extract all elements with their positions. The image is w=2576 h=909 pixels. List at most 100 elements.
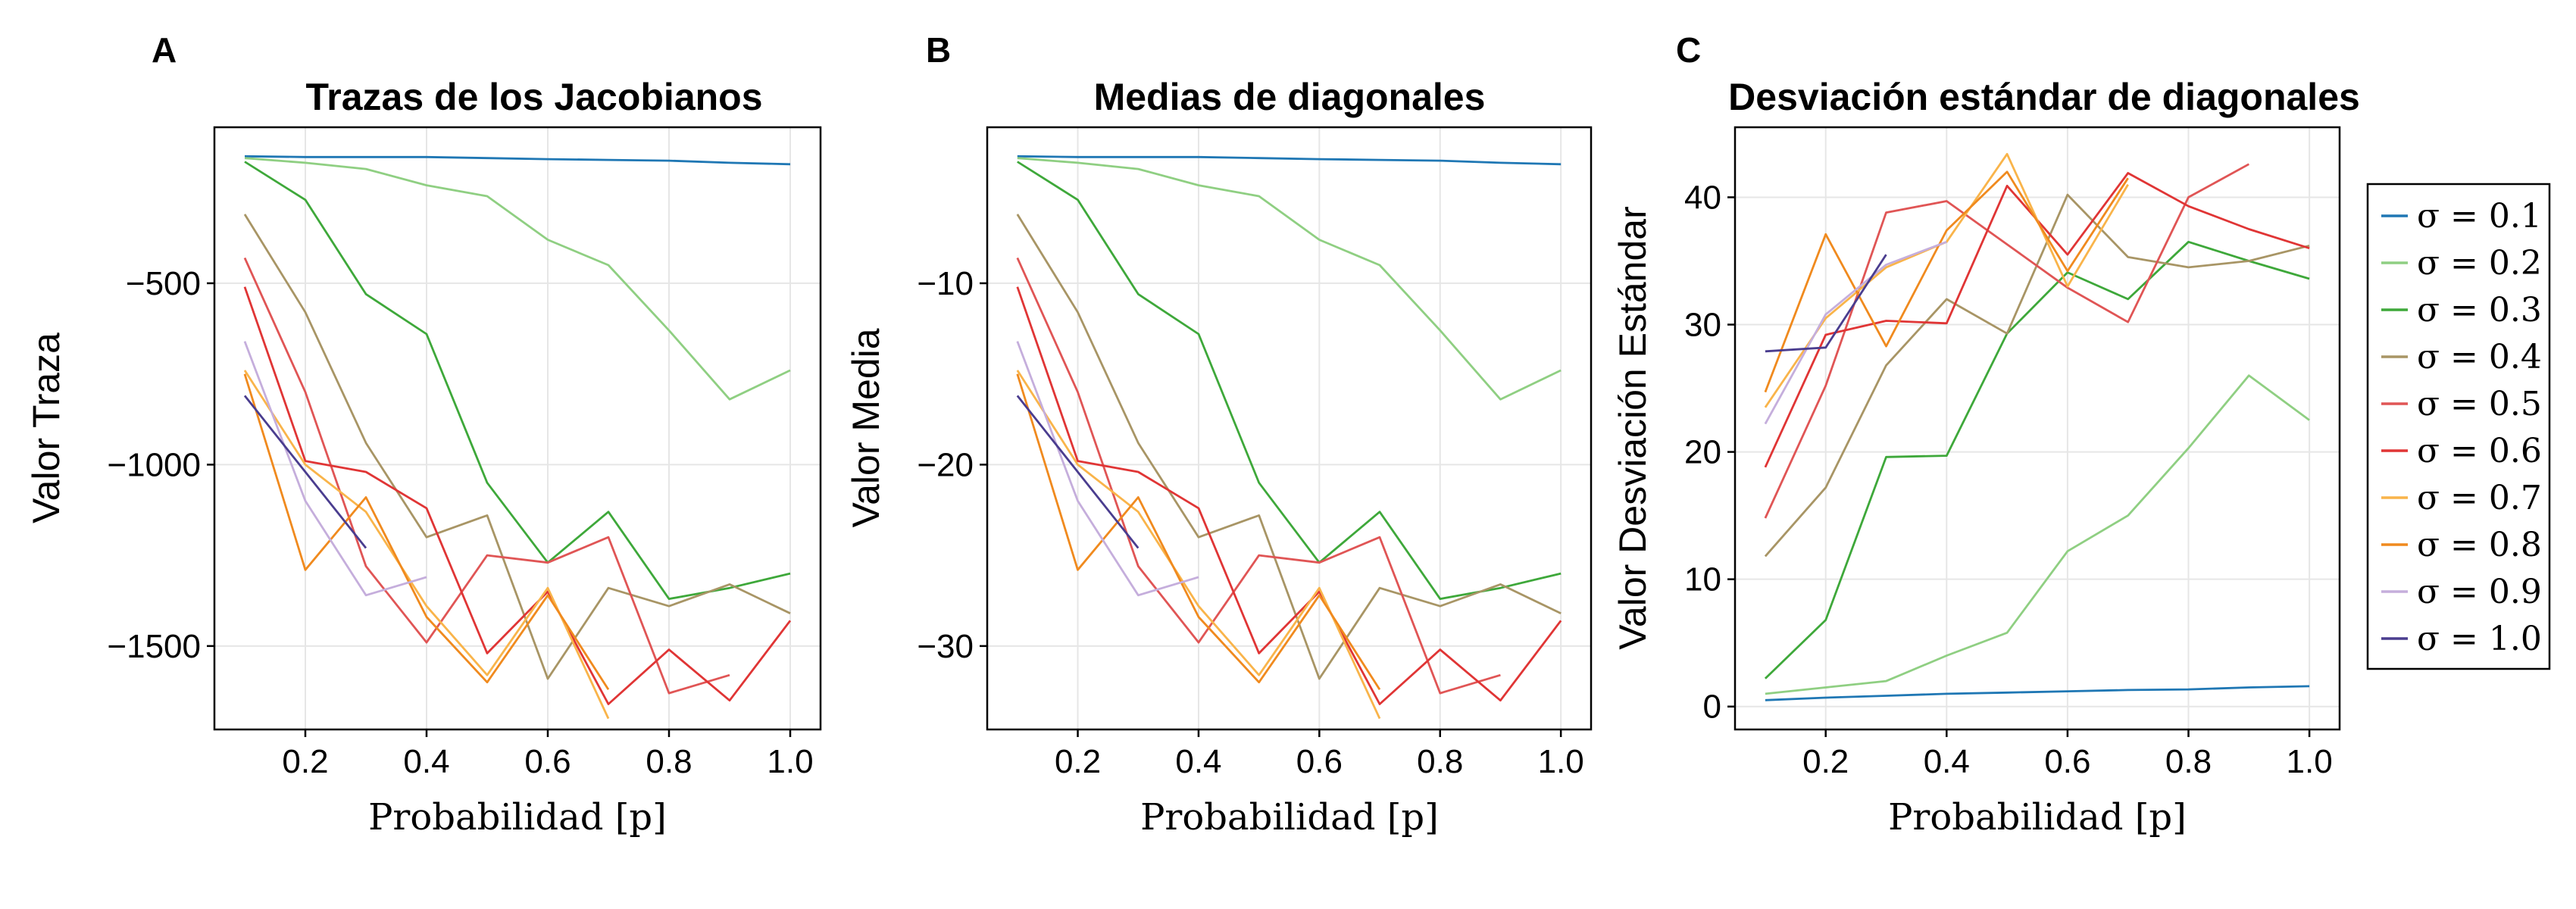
panel-c-series-sigma-0-9 xyxy=(1764,240,1947,425)
legend-item-sigma-0-4: σ = 0.4 xyxy=(2381,338,2542,376)
legend-item-sigma-0-6: σ = 0.6 xyxy=(2381,432,2542,470)
panel-a-x-tick-label: 0.4 xyxy=(403,743,449,780)
panel-c-y-tick-label: 0 xyxy=(1703,689,1721,726)
legend-item-sigma-0-5: σ = 0.5 xyxy=(2381,385,2542,423)
panel-c-series-sigma-0-8 xyxy=(1764,170,2129,393)
panel-a-x-tick-label: 1.0 xyxy=(767,743,813,780)
panel-b-plot-frame xyxy=(986,126,1593,731)
panel-letter-a: A xyxy=(152,30,177,70)
panel-b-grid xyxy=(987,127,1591,729)
legend-item-sigma-0-1: σ = 0.1 xyxy=(2381,197,2542,236)
panel-a-y-tick-label: −1500 xyxy=(107,628,201,665)
panel-a-y-axis-label: Valor Traza xyxy=(25,333,67,523)
legend-label: σ = 0.3 xyxy=(2417,291,2542,330)
panel-a-series-sigma-0-2 xyxy=(244,157,791,401)
panel-a-ticks: 0.2 0.4 0.6 0.8 1.0 −500 −1000 −1500 xyxy=(107,265,813,780)
panel-letter-c: C xyxy=(1676,30,1701,70)
panel-c-series xyxy=(1764,152,2310,701)
legend-label: σ = 1.0 xyxy=(2417,620,2542,658)
panel-c-x-tick-label: 0.4 xyxy=(1924,743,1970,780)
panel-c-x-axis-label: Probabilidad [p] xyxy=(1888,796,2187,839)
panel-a: A Trazas de los Jacobianos 0.2 0.4 0.6 0.8 1… xyxy=(25,30,822,839)
panel-c-series-sigma-0-3 xyxy=(1764,240,2310,679)
panel-b: B Medias de diagonales 0.2 0.4 0.6 0.8 1.0 −1… xyxy=(845,30,1593,839)
panel-c-series-sigma-0-2 xyxy=(1765,374,2310,695)
panel-a-series-sigma-0-1 xyxy=(244,155,791,166)
panel-c-series-sigma-0-6 xyxy=(1764,172,2310,468)
panel-a-series-sigma-0-7 xyxy=(243,370,610,720)
panel-b-y-tick-label: −10 xyxy=(917,265,974,302)
legend-item-sigma-0-7: σ = 0.7 xyxy=(2381,479,2542,517)
panel-c-y-tick-label: 20 xyxy=(1684,434,1721,471)
legend-item-sigma-0-8: σ = 0.8 xyxy=(2381,526,2542,564)
legend-item-sigma-1-0: σ = 1.0 xyxy=(2381,620,2542,658)
panel-b-y-axis-label: Valor Media xyxy=(845,328,887,527)
panel-b-x-tick-label: 0.4 xyxy=(1175,743,1221,780)
panel-a-y-tick-label: −1000 xyxy=(107,446,201,483)
panel-a-series-sigma-0-4 xyxy=(243,214,791,680)
panel-b-series-sigma-0-9 xyxy=(1016,341,1199,597)
panel-a-x-tick-label: 0.2 xyxy=(282,743,328,780)
panel-c-grid xyxy=(1735,127,2340,729)
legend: σ = 0.1 σ = 0.2 σ = 0.3 σ = 0.4 σ = 0.5 σ = 0… xyxy=(2366,183,2551,670)
panel-c-title: Desviación estándar de diagonales xyxy=(1728,76,2360,118)
legend-items: σ = 0.1 σ = 0.2 σ = 0.3 σ = 0.4 σ = 0.5 σ = 0… xyxy=(2381,197,2542,658)
legend-label: σ = 0.8 xyxy=(2417,526,2542,564)
legend-label: σ = 0.6 xyxy=(2417,432,2542,470)
panel-b-ticks: 0.2 0.4 0.6 0.8 1.0 −10 −20 −30 xyxy=(917,265,1583,780)
panel-b-x-tick-label: 0.2 xyxy=(1055,743,1101,780)
panel-c-plot-frame xyxy=(1733,126,2341,731)
panel-a-y-tick-label: −500 xyxy=(126,265,201,302)
panel-b-series-sigma-0-1 xyxy=(1017,155,1562,166)
panel-c-y-tick-label: 30 xyxy=(1684,307,1721,344)
legend-label: σ = 0.9 xyxy=(2417,573,2542,611)
panel-c-x-tick-label: 0.8 xyxy=(2165,743,2212,780)
panel-a-series-sigma-1-0 xyxy=(243,395,367,549)
panel-a-series-sigma-0-9 xyxy=(243,341,427,597)
panel-c-series-sigma-1-0 xyxy=(1765,254,1887,353)
panel-a-x-tick-label: 0.6 xyxy=(524,743,571,780)
panel-a-series-sigma-0-8 xyxy=(243,373,610,691)
panel-c-ticks: 0.2 0.4 0.6 0.8 1.0 0 10 20 30 40 xyxy=(1684,179,2333,780)
panel-b-x-tick-label: 0.6 xyxy=(1296,743,1343,780)
panel-b-x-axis-label: Probabilidad [p] xyxy=(1140,796,1439,839)
panel-c-x-tick-label: 0.6 xyxy=(2044,743,2090,780)
panel-a-series-sigma-0-6 xyxy=(243,286,792,705)
panel-a-series-sigma-0-5 xyxy=(243,257,730,695)
panel-b-series-sigma-0-5 xyxy=(1016,257,1501,695)
panel-b-series-sigma-0-4 xyxy=(1016,214,1562,680)
legend-item-sigma-0-2: σ = 0.2 xyxy=(2381,244,2542,283)
panel-c-x-tick-label: 1.0 xyxy=(2287,743,2333,780)
panel-c-x-tick-label: 0.2 xyxy=(1802,743,1849,780)
panel-c: C Desviación estándar de diagonales 0.2 0… xyxy=(1612,30,2360,839)
panel-b-series xyxy=(1016,155,1562,720)
panel-b-series-sigma-0-6 xyxy=(1016,286,1562,705)
panel-a-title: Trazas de los Jacobianos xyxy=(305,76,762,118)
panel-a-x-tick-label: 0.8 xyxy=(646,743,692,780)
panel-c-series-sigma-0-1 xyxy=(1765,685,2310,701)
legend-label: σ = 0.2 xyxy=(2417,244,2542,283)
panel-letter-b: B xyxy=(926,30,951,70)
panel-a-series xyxy=(243,155,792,720)
legend-label: σ = 0.4 xyxy=(2417,338,2542,376)
panel-b-y-tick-label: −30 xyxy=(917,628,974,665)
panel-b-series-sigma-0-7 xyxy=(1016,370,1381,720)
legend-item-sigma-0-3: σ = 0.3 xyxy=(2381,291,2542,330)
panel-b-x-tick-label: 1.0 xyxy=(1538,743,1584,780)
panel-b-title: Medias de diagonales xyxy=(1094,76,1486,118)
panel-b-x-tick-label: 0.8 xyxy=(1417,743,1463,780)
panel-c-series-sigma-0-5 xyxy=(1764,163,2249,519)
legend-label: σ = 0.5 xyxy=(2417,385,2542,423)
panel-b-series-sigma-1-0 xyxy=(1016,395,1140,549)
panel-c-series-sigma-0-4 xyxy=(1764,193,2310,558)
panel-b-y-tick-label: −20 xyxy=(917,446,974,483)
panel-c-y-tick-label: 10 xyxy=(1684,561,1721,598)
panel-c-y-tick-label: 40 xyxy=(1684,179,1721,216)
legend-label: σ = 0.1 xyxy=(2417,197,2542,236)
legend-label: σ = 0.7 xyxy=(2417,479,2542,517)
panel-a-x-axis-label: Probabilidad [p] xyxy=(368,796,667,839)
panel-b-series-sigma-0-8 xyxy=(1016,373,1381,691)
legend-item-sigma-0-9: σ = 0.9 xyxy=(2381,573,2542,611)
panel-b-series-sigma-0-3 xyxy=(1017,161,1562,600)
